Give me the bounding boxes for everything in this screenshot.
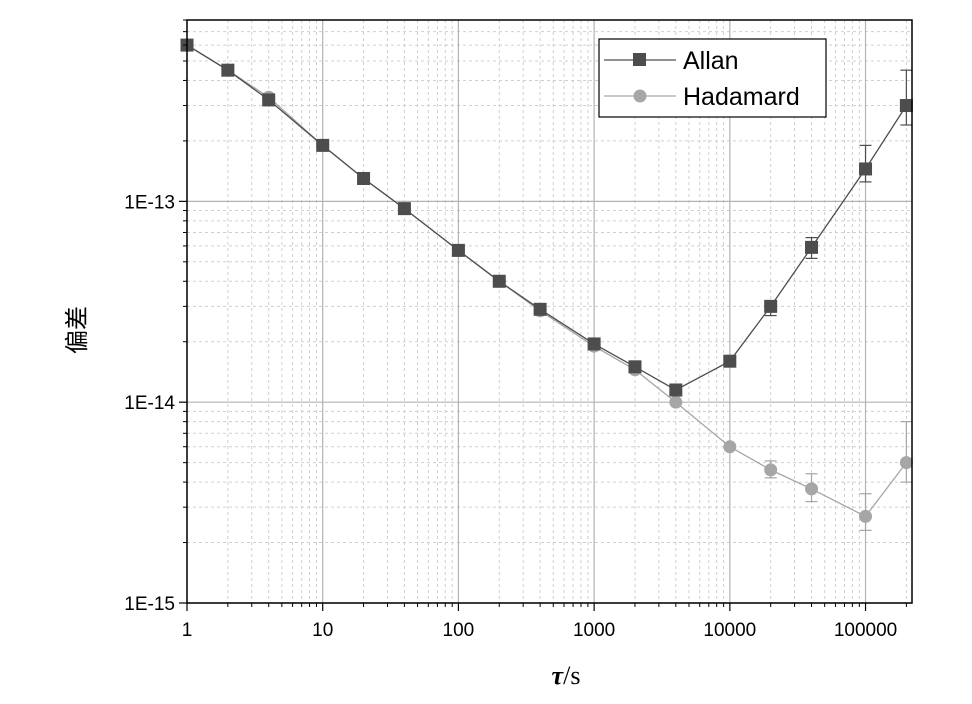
x-axis-label-symbol: τ — [552, 661, 565, 690]
x-tick-label: 100000 — [834, 620, 897, 641]
y-tick-label: 1E-13 — [124, 192, 175, 213]
y-tick-labels: 1E-15 1E-14 1E-13 — [124, 192, 175, 615]
data-point-square — [899, 99, 913, 113]
y-tick-label: 1E-15 — [124, 594, 175, 615]
legend-label-hadamard: Hadamard — [683, 83, 800, 111]
data-point-square — [587, 337, 601, 351]
data-point-circle — [859, 509, 873, 523]
legend-box — [598, 38, 827, 118]
y-axis-label: 偏差 — [63, 306, 91, 354]
data-point-circle — [723, 440, 737, 454]
data-point-circle — [805, 482, 819, 496]
data-point-square — [357, 171, 371, 185]
x-tick-label: 1 — [182, 620, 193, 641]
x-tick-label: 100 — [443, 620, 475, 641]
data-point-circle — [899, 456, 913, 470]
data-point-square — [262, 93, 276, 107]
x-axis-label-unit: /s — [563, 661, 580, 690]
data-point-square — [451, 243, 465, 257]
series-allan — [180, 38, 913, 397]
data-point-square — [397, 202, 411, 216]
data-point-square — [221, 63, 235, 77]
x-axis-label: τ/s — [552, 661, 581, 690]
data-point-circle — [764, 463, 778, 477]
x-tick-label: 1000 — [573, 620, 615, 641]
legend: Allan Hadamard — [598, 38, 827, 118]
data-point-square — [533, 302, 547, 316]
data-point-square — [316, 138, 330, 152]
legend-marker-allan — [633, 53, 646, 66]
data-point-square — [859, 162, 873, 176]
data-point-square — [764, 299, 778, 313]
data-point-square — [628, 360, 642, 374]
y-tick-label: 1E-14 — [124, 393, 175, 414]
plot-frame — [186, 19, 913, 604]
x-tick-label: 10000 — [703, 620, 756, 641]
x-tick-labels: 1 10 100 1000 10000 100000 — [182, 620, 898, 641]
series-layer — [180, 38, 913, 531]
data-point-circle — [669, 395, 683, 409]
legend-label-allan: Allan — [683, 47, 739, 75]
data-point-square — [669, 383, 683, 397]
legend-marker-hadamard — [633, 89, 647, 103]
axis-ticks — [179, 19, 907, 611]
data-point-square — [492, 274, 506, 288]
x-tick-label: 10 — [312, 620, 333, 641]
data-point-square — [805, 240, 819, 254]
data-point-square — [723, 354, 737, 368]
